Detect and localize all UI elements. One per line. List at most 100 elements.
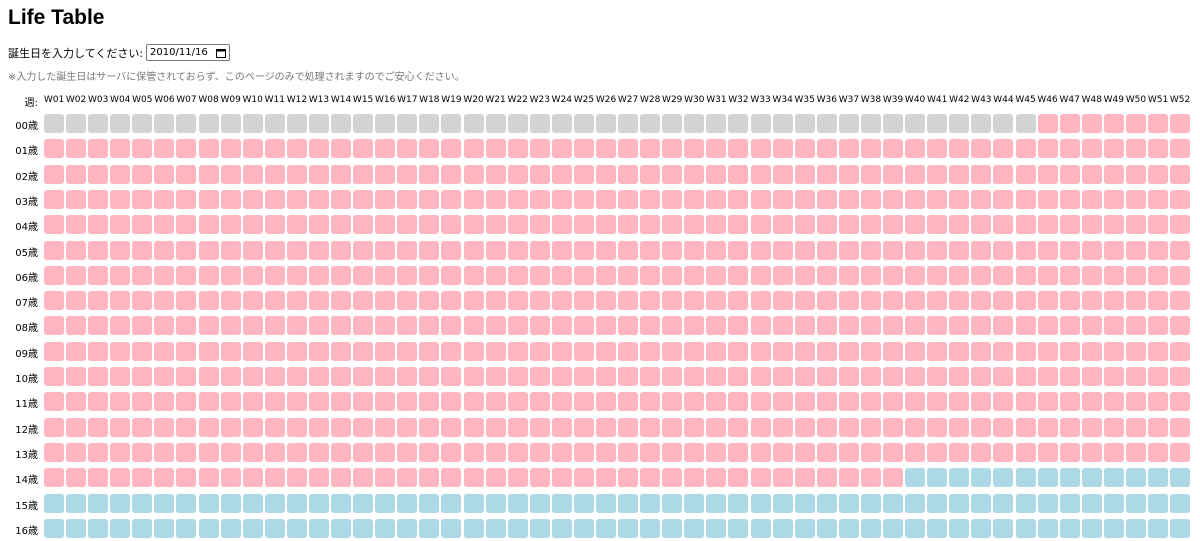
- week-cell: [1081, 316, 1102, 336]
- week-cell: [88, 367, 109, 386]
- week-cell: [640, 468, 661, 488]
- week-cell: [220, 215, 241, 235]
- week-cell: [198, 468, 219, 488]
- week-cell: [1015, 468, 1036, 488]
- week-cell: [419, 392, 440, 412]
- week-cell: [1037, 265, 1058, 285]
- week-cell: [596, 240, 616, 260]
- week-cell: [1015, 316, 1036, 336]
- age-label: 00歳: [15, 121, 38, 132]
- week-cell: [971, 518, 992, 538]
- week-cell: [1148, 417, 1168, 437]
- week-cell: [419, 215, 440, 235]
- week-cell: [44, 265, 64, 285]
- week-cell: [463, 215, 484, 235]
- week-label: W34: [772, 95, 793, 105]
- week-cell: [220, 139, 241, 159]
- week-cell: [860, 392, 881, 412]
- week-cell: [441, 240, 462, 260]
- week-cell: [44, 417, 64, 437]
- week-cell: [684, 265, 705, 285]
- week-cell: [993, 341, 1014, 361]
- week-cell: [905, 316, 926, 336]
- week-cell: [838, 518, 859, 538]
- week-cell: [684, 392, 705, 412]
- week-cell: [66, 189, 87, 209]
- week-label: W50: [1125, 95, 1147, 105]
- week-cell: [154, 392, 175, 412]
- week-cell: [860, 114, 881, 133]
- week-cell: [44, 189, 64, 209]
- week-cell: [198, 114, 219, 133]
- week-label: W38: [860, 95, 882, 105]
- week-cell: [419, 493, 440, 513]
- week-cell: [242, 114, 263, 133]
- week-cell: [1081, 291, 1102, 311]
- week-cell: [883, 493, 904, 513]
- week-cell: [883, 139, 904, 159]
- week-cell: [154, 468, 175, 488]
- week-cell: [993, 417, 1014, 437]
- week-cell: [706, 114, 727, 133]
- week-cell: [220, 417, 241, 437]
- week-cell: [662, 240, 683, 260]
- week-cell: [110, 316, 131, 336]
- week-cell: [331, 215, 352, 235]
- week-cell: [44, 240, 64, 260]
- week-cell: [838, 139, 859, 159]
- week-cell: [1125, 189, 1146, 209]
- week-cell: [1037, 518, 1058, 538]
- week-cell: [993, 291, 1014, 311]
- week-label: W24: [551, 95, 572, 105]
- week-cell: [750, 392, 771, 412]
- week-cell: [198, 316, 219, 336]
- week-cell: [772, 240, 793, 260]
- week-cell: [441, 189, 462, 209]
- week-cell: [441, 265, 462, 285]
- week-cell: [308, 139, 329, 159]
- week-cell: [905, 164, 926, 184]
- week-label: W41: [927, 95, 948, 105]
- week-cell: [1081, 417, 1102, 437]
- week-cell: [728, 341, 749, 361]
- week-cell: [220, 114, 241, 133]
- week-cell: [905, 518, 926, 538]
- week-cell: [264, 442, 285, 462]
- week-cell: [463, 265, 484, 285]
- week-cell: [1081, 518, 1102, 538]
- week-cell: [419, 265, 440, 285]
- week-cell: [750, 468, 771, 488]
- week-cell: [132, 417, 153, 437]
- week-cell: [1103, 139, 1124, 159]
- week-cell: [44, 316, 64, 336]
- week-cell: [618, 442, 639, 462]
- week-cell: [88, 392, 109, 412]
- week-cell: [1015, 164, 1036, 184]
- week-label: W17: [397, 95, 418, 105]
- week-cell: [794, 265, 815, 285]
- week-cell: [794, 367, 815, 386]
- week-cell: [286, 139, 307, 159]
- week-cell: [154, 367, 175, 386]
- week-cell: [1170, 215, 1191, 235]
- week-cell: [750, 164, 771, 184]
- week-cell: [419, 367, 440, 386]
- date-value: 2010/11/16: [150, 47, 208, 58]
- week-cell: [662, 392, 683, 412]
- date-input[interactable]: 2010/11/16: [146, 44, 230, 61]
- week-cell: [331, 189, 352, 209]
- week-cell: [44, 442, 64, 462]
- week-cell: [132, 518, 153, 538]
- week-cell: [949, 189, 970, 209]
- week-cell: [419, 240, 440, 260]
- week-cell: [1015, 518, 1036, 538]
- week-cell: [286, 291, 307, 311]
- week-cell: [1125, 291, 1146, 311]
- week-cell: [573, 139, 594, 159]
- week-cell: [1037, 139, 1058, 159]
- week-cell: [1103, 189, 1124, 209]
- week-cell: [331, 291, 352, 311]
- week-cell: [397, 189, 418, 209]
- week-cell: [154, 493, 175, 513]
- week-cell: [286, 367, 307, 386]
